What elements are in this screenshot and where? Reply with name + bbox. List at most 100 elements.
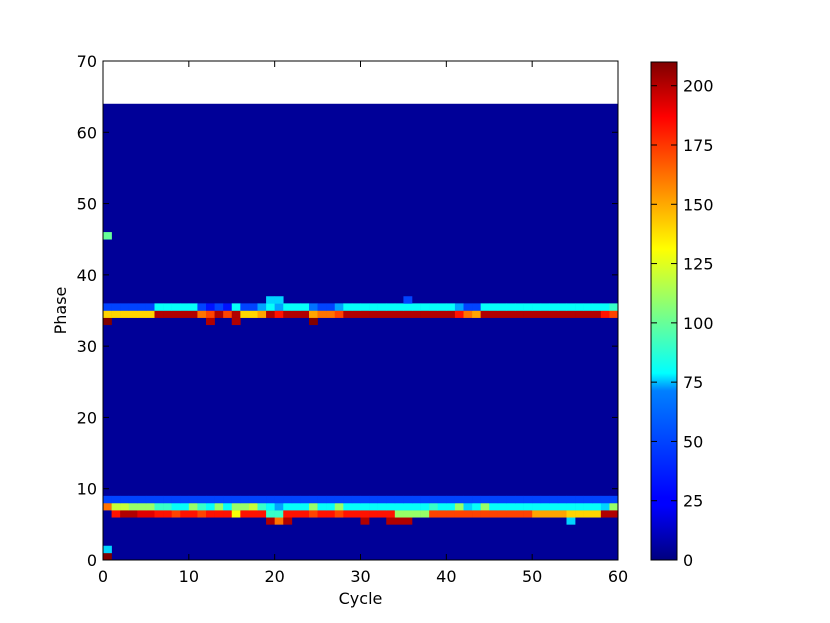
heatmap-cell: [609, 495, 619, 504]
y-tick-label: 60: [77, 123, 97, 142]
heatmap-cell: [309, 495, 318, 504]
heatmap-cell: [180, 303, 190, 311]
heatmap-cell: [609, 303, 619, 311]
heatmap-cell: [163, 495, 172, 504]
heatmap-cell: [557, 510, 567, 518]
heatmap-cell: [137, 502, 147, 511]
heatmap-cell: [266, 303, 275, 311]
heatmap-cell: [386, 502, 396, 511]
heatmap-cell: [489, 303, 499, 311]
heatmap-cell: [291, 502, 301, 511]
heatmap-cell: [532, 510, 542, 518]
heatmap-cell: [592, 510, 602, 518]
heatmap-cell: [326, 495, 336, 504]
colorbar-tick-label: 0: [683, 551, 693, 570]
heatmap-cell: [351, 303, 361, 311]
heatmap-cell: [248, 502, 258, 511]
heatmap-cell: [575, 310, 584, 318]
heatmap-cell: [540, 502, 550, 511]
heatmap-cell: [394, 495, 404, 504]
heatmap-cell: [549, 495, 559, 504]
heatmap-cell: [274, 310, 284, 318]
heatmap-cell: [309, 303, 318, 311]
heatmap-cell: [274, 296, 284, 304]
heatmap-cell: [360, 495, 370, 504]
heatmap-cell: [291, 310, 301, 318]
heatmap-cell: [583, 310, 593, 318]
heatmap-cell: [480, 303, 490, 311]
heatmap-cell: [154, 303, 164, 311]
heatmap-cell: [111, 310, 121, 318]
heatmap-cell: [463, 510, 473, 518]
heatmap-cell: [283, 502, 293, 511]
heatmap-cell: [334, 495, 344, 504]
heatmap-cell: [334, 303, 344, 311]
heatmap-cell: [180, 502, 190, 511]
heatmap-cells: [103, 103, 619, 561]
heatmap-cell: [171, 303, 181, 311]
heatmap-cell: [300, 495, 310, 504]
heatmap-cell: [437, 303, 447, 311]
heatmap-cell: [386, 517, 396, 525]
heatmap-cell: [446, 510, 456, 518]
heatmap-cell: [394, 310, 404, 318]
heatmap-cell: [274, 510, 284, 518]
y-tick-label: 30: [77, 337, 97, 356]
heatmap-cell: [583, 303, 593, 311]
heatmap-cell: [291, 510, 301, 518]
heatmap-cell: [523, 495, 533, 504]
heatmap-cell: [317, 510, 327, 518]
heatmap-cell: [377, 310, 387, 318]
heatmap-cell: [206, 303, 215, 311]
heatmap-cell: [145, 502, 155, 511]
heatmap-cell: [609, 510, 619, 518]
heatmap-cell: [583, 502, 593, 511]
heatmap-cell: [309, 502, 318, 511]
heatmap-cell: [145, 303, 155, 311]
heatmap-cell: [480, 495, 490, 504]
heatmap-cell: [214, 495, 224, 504]
heatmap-cell: [463, 495, 473, 504]
heatmap-cell: [154, 502, 164, 511]
heatmap-cell: [120, 303, 130, 311]
heatmap-cell: [120, 502, 130, 511]
heatmap-cell: [583, 510, 593, 518]
heatmap-cell: [497, 510, 507, 518]
heatmap-cell: [343, 502, 353, 511]
heatmap-cell: [274, 502, 284, 511]
colorbar-tick-label: 25: [683, 492, 703, 511]
heatmap-cell: [386, 310, 396, 318]
heatmap-cell: [463, 310, 473, 318]
heatmap-cell: [120, 310, 130, 318]
heatmap-cell: [403, 517, 413, 525]
heatmap-cell: [137, 510, 147, 518]
x-axis-ticks: 0 10 20 30 40 50 60: [98, 61, 628, 586]
heatmap-cell: [266, 517, 275, 525]
heatmap-cell: [120, 510, 130, 518]
heatmap-cell: [334, 502, 344, 511]
heatmap-cell: [343, 303, 353, 311]
heatmap-cell: [188, 502, 198, 511]
heatmap-cell: [429, 310, 439, 318]
heatmap-cell: [429, 303, 439, 311]
x-axis-label: Cycle: [339, 589, 383, 608]
heatmap-cell: [575, 510, 584, 518]
heatmap-cell: [257, 510, 267, 518]
heatmap-cell: [206, 317, 215, 326]
heatmap-cell: [566, 495, 576, 504]
heatmap-cell: [334, 510, 344, 518]
heatmap-cell: [231, 510, 241, 518]
heatmap-cell: [128, 303, 138, 311]
heatmap-cell: [412, 502, 421, 511]
heatmap-cell: [437, 510, 447, 518]
heatmap-cell: [575, 303, 584, 311]
heatmap-cell: [403, 502, 413, 511]
heatmap-cell: [506, 495, 516, 504]
heatmap-cell: [257, 495, 267, 504]
x-tick-label: 50: [522, 567, 542, 586]
heatmap-cell: [248, 510, 258, 518]
heatmap-cell: [103, 552, 112, 561]
y-axis-label: Phase: [51, 287, 70, 335]
heatmap-cell: [515, 303, 524, 311]
heatmap-cell: [231, 317, 241, 326]
